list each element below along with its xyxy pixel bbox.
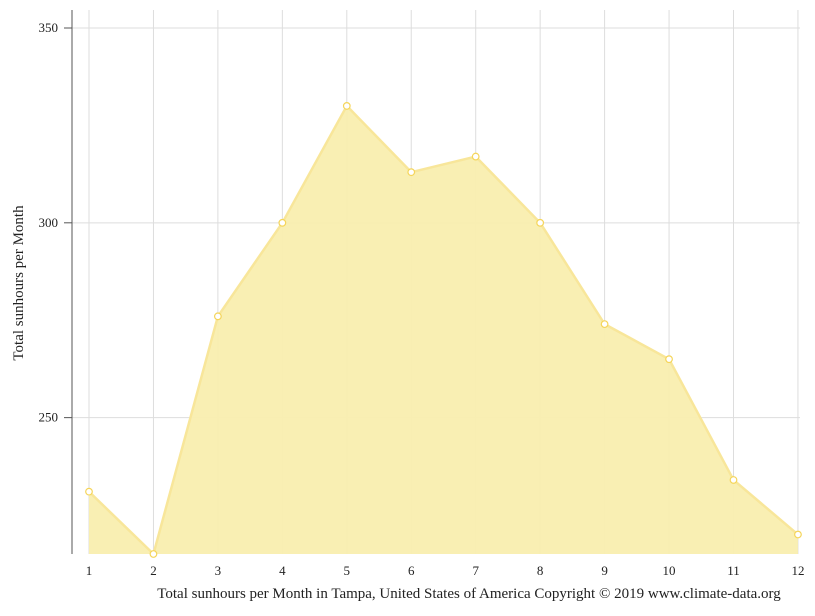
data-point-5 — [342, 102, 351, 110]
x-tick-label-2: 2 — [150, 563, 157, 578]
x-tick-label-9: 9 — [601, 563, 608, 578]
data-point-10 — [665, 355, 673, 364]
y-tick-label-350: 350 — [39, 20, 59, 35]
x-axis-title: Total sunhours per Month in Tampa, Unite… — [157, 586, 781, 602]
area-fill — [89, 105, 798, 554]
x-tick-label-4: 4 — [279, 563, 286, 578]
data-point-4 — [278, 218, 287, 227]
y-tick-label-250: 250 — [39, 410, 59, 425]
x-tick-label-6: 6 — [408, 563, 415, 578]
data-point-7 — [471, 152, 480, 161]
data-point-8 — [536, 218, 545, 227]
x-tick-label-10: 10 — [663, 563, 676, 578]
axes — [64, 10, 73, 554]
data-point-2 — [149, 550, 158, 558]
data-point-9 — [600, 320, 609, 329]
x-tick-label-1: 1 — [86, 563, 93, 578]
x-tick-label-5: 5 — [344, 563, 351, 578]
data-point-6 — [407, 168, 416, 177]
y-axis-title: Total sunhours per Month — [11, 205, 27, 361]
data-point-12 — [794, 530, 802, 539]
data-point-11 — [729, 476, 738, 484]
x-tick-label-7: 7 — [472, 563, 479, 578]
data-point-3 — [213, 312, 222, 321]
data-markers — [85, 102, 802, 558]
y-tick-label-300: 300 — [39, 215, 59, 230]
x-tick-label-12: 12 — [791, 563, 804, 578]
x-tick-label-11: 11 — [727, 563, 740, 578]
x-tick-label-3: 3 — [215, 563, 222, 578]
data-point-1 — [85, 487, 93, 496]
x-tick-label-8: 8 — [537, 563, 544, 578]
series-line — [88, 104, 799, 556]
area-layer — [88, 104, 799, 556]
